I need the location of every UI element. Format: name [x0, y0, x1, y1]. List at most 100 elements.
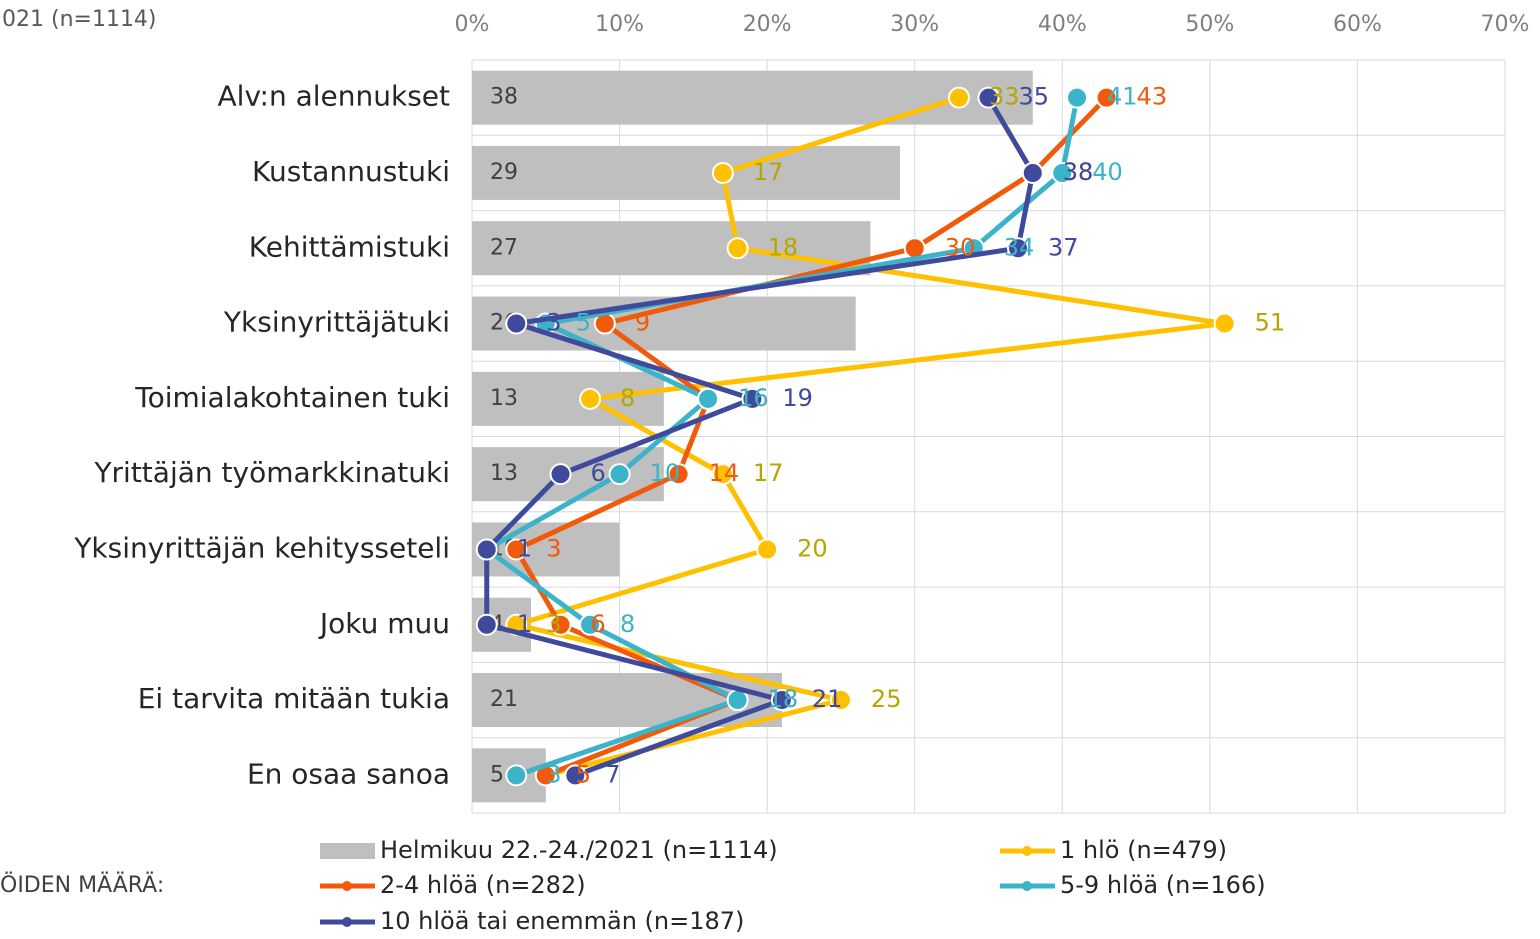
legend-swatch	[1022, 881, 1032, 891]
x-tick-label: 60%	[1333, 12, 1382, 37]
x-tick-label: 30%	[890, 12, 939, 37]
legend-swatch	[342, 917, 352, 927]
marker	[549, 613, 572, 636]
x-tick-label: 10%	[595, 12, 644, 37]
marker	[505, 764, 528, 787]
x-tick-label: 50%	[1185, 12, 1234, 37]
data-label: 38	[1063, 158, 1094, 186]
data-label: 41	[1107, 83, 1138, 111]
x-tick-label: 0%	[455, 12, 490, 37]
marker	[770, 689, 793, 712]
legend-swatch	[1022, 846, 1032, 856]
x-tick-label: 20%	[743, 12, 792, 37]
annotation: 021 (n=1114)	[2, 7, 157, 32]
data-label: 8	[620, 384, 635, 412]
category-label: Yksinyrittäjän kehitysseteli	[73, 531, 450, 564]
marker	[505, 538, 528, 561]
line	[484, 97, 1080, 778]
data-label: 13	[490, 386, 518, 411]
data-label: 21	[490, 687, 518, 712]
line	[484, 96, 1036, 778]
marker	[579, 613, 602, 636]
data-label: 17	[753, 459, 784, 487]
marker	[711, 463, 734, 486]
category-label: Joku muu	[318, 607, 450, 640]
data-label: 38	[1063, 158, 1094, 186]
marker	[977, 86, 1000, 109]
data-label: 40	[1092, 158, 1123, 186]
marker	[1007, 237, 1030, 260]
data-label: 37	[1048, 233, 1079, 261]
legend-label: 2-4 hlöä (n=282)	[380, 871, 586, 899]
data-label: 3	[546, 610, 561, 638]
data-label: 7	[605, 760, 620, 788]
marker	[608, 463, 631, 486]
annotation: ÖIDEN MÄÄRÄ:	[0, 872, 164, 898]
data-label: 10	[650, 459, 681, 487]
data-label: 13	[490, 461, 518, 486]
data-label: 16	[738, 384, 769, 412]
data-label: 35	[1019, 83, 1050, 111]
category-label: Yrittäjän työmarkkinatuki	[93, 456, 450, 489]
data-label: 1	[517, 610, 532, 638]
marker	[829, 689, 852, 712]
data-label: 38	[490, 85, 518, 110]
marker	[475, 613, 498, 636]
bar	[472, 221, 871, 276]
data-label: 5	[576, 760, 591, 788]
data-label: 5	[490, 762, 504, 787]
data-label: 1	[517, 534, 532, 562]
marker	[756, 538, 779, 561]
marker	[475, 538, 498, 561]
marker	[1095, 86, 1118, 109]
data-label: 18	[768, 233, 799, 261]
data-label: 5	[576, 760, 591, 788]
bar	[472, 70, 1033, 125]
bar	[472, 145, 900, 200]
data-label: 3	[546, 760, 561, 788]
data-label: 18	[768, 685, 799, 713]
data-label: 34	[1004, 233, 1035, 261]
marker	[1021, 161, 1044, 184]
marker	[564, 764, 587, 787]
data-label: 6	[591, 610, 606, 638]
data-label: 5	[576, 309, 591, 337]
category-label: Toimialakohtainen tuki	[134, 381, 450, 414]
data-label: 19	[782, 384, 813, 412]
marker	[549, 463, 572, 486]
data-label: 9	[635, 309, 650, 337]
marker	[667, 463, 690, 486]
data-label: 18	[768, 685, 799, 713]
legend-swatch	[320, 843, 375, 859]
marker	[947, 86, 970, 109]
marker	[711, 161, 734, 184]
marker	[579, 387, 602, 410]
legend-label: 5-9 hlöä (n=166)	[1060, 871, 1266, 899]
data-label: 16	[738, 384, 769, 412]
data-label: 33	[989, 83, 1020, 111]
category-label: Ei tarvita mitään tukia	[138, 682, 450, 715]
data-label: 6	[591, 459, 606, 487]
category-label: Kustannustuki	[252, 155, 450, 188]
marker	[1051, 161, 1074, 184]
marker	[505, 312, 528, 335]
data-label: 25	[871, 685, 902, 713]
category-label: Yksinyrittäjätuki	[223, 306, 450, 339]
data-label: 43	[1137, 83, 1168, 111]
data-label: 21	[812, 685, 843, 713]
data-label: 27	[490, 235, 518, 260]
bar	[472, 371, 664, 426]
x-tick-label: 40%	[1038, 12, 1087, 37]
marker	[1066, 86, 1089, 109]
category-label: Kehittämistuki	[249, 230, 450, 263]
data-label: 17	[753, 158, 784, 186]
line	[513, 95, 1109, 778]
data-label: 8	[620, 610, 635, 638]
legend-label: Helmikuu 22.-24./2021 (n=1114)	[380, 836, 778, 864]
data-label: 30	[945, 233, 976, 261]
legend-label: 10 hlöä tai enemmän (n=187)	[380, 907, 744, 935]
category-label: En osaa sanoa	[247, 757, 450, 790]
x-tick-label: 70%	[1481, 12, 1530, 37]
data-label: 20	[797, 534, 828, 562]
data-label: 1	[517, 534, 532, 562]
